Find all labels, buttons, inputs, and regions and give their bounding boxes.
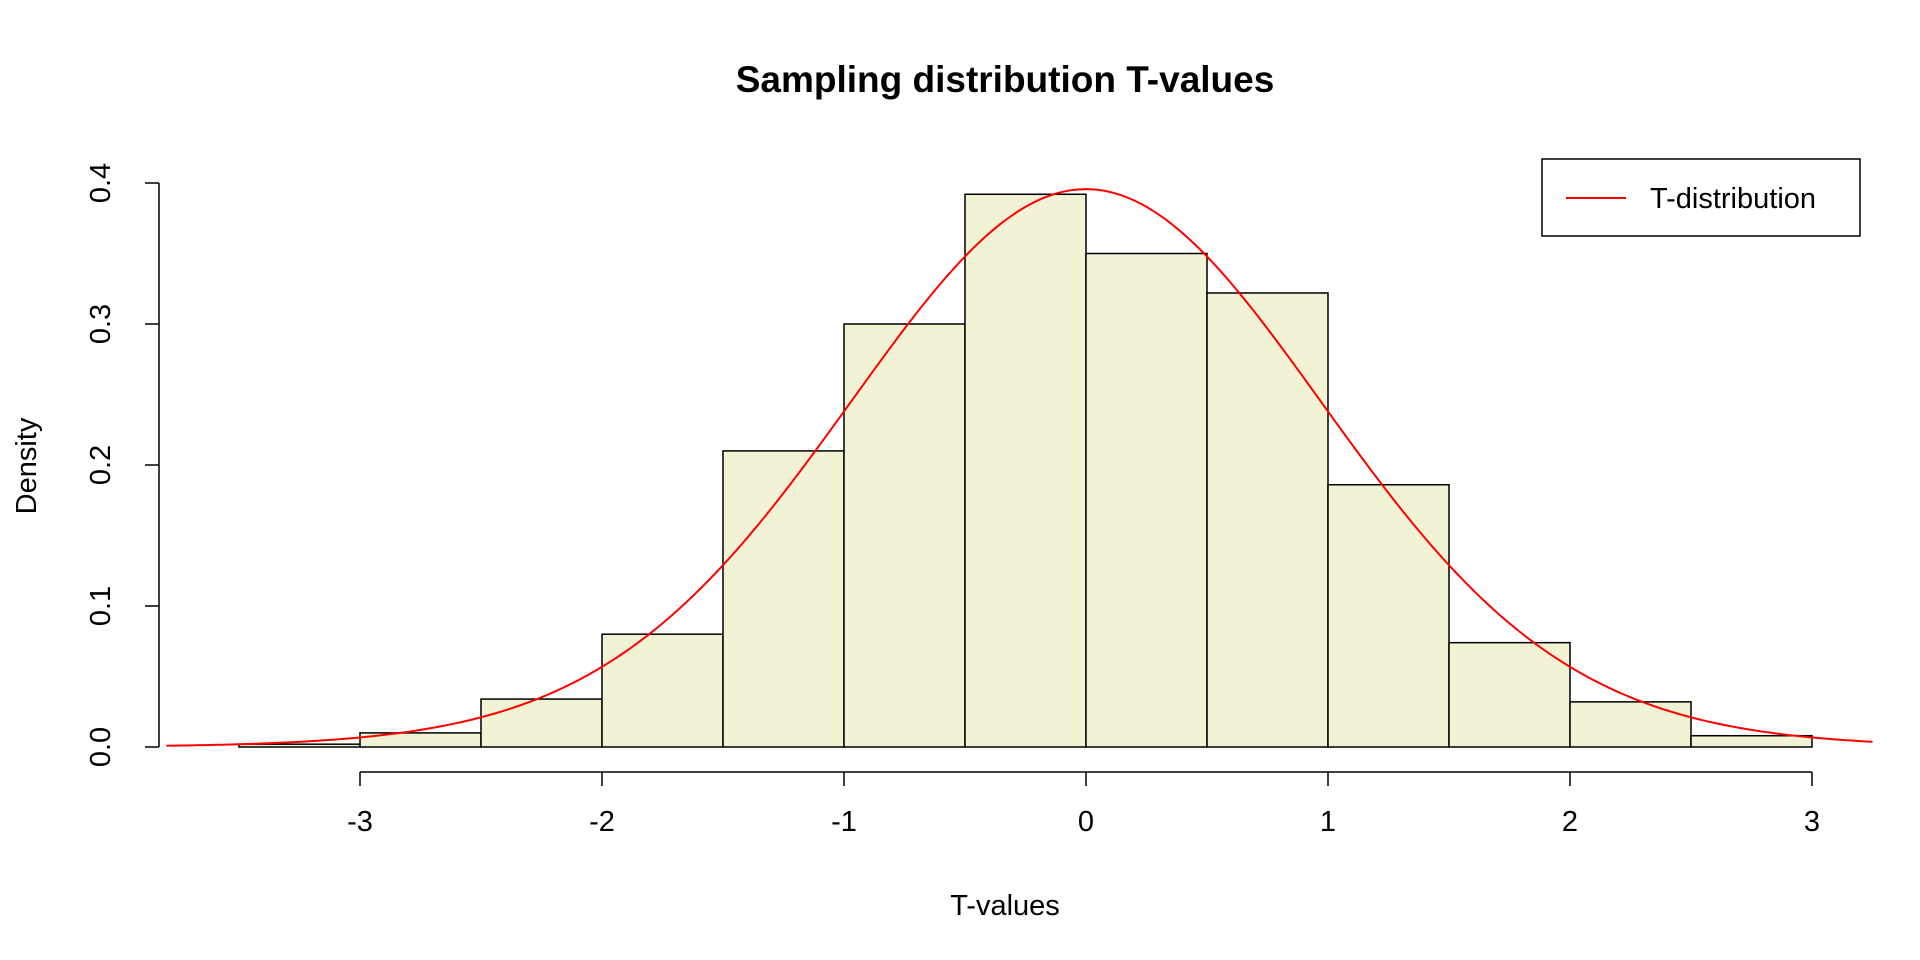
legend: T-distribution	[1541, 158, 1861, 237]
histogram-bar	[1206, 292, 1329, 748]
x-tick-label: -3	[347, 806, 373, 838]
histogram-bar	[843, 323, 966, 748]
histogram-bar	[480, 698, 603, 748]
x-axis: -3 -2 -1 0 1 2 3	[347, 771, 1820, 838]
chart-title: Sampling distribution T-values	[736, 59, 1275, 100]
legend-label-t-distribution: T-distribution	[1650, 183, 1816, 215]
y-tick-label: 0.2	[85, 445, 117, 485]
y-tick-label: 0.4	[85, 163, 117, 203]
histogram-bar	[1448, 641, 1571, 748]
histogram-bar	[1327, 483, 1450, 748]
y-axis: 0.0 0.1 0.2 0.3 0.4	[85, 163, 160, 767]
x-tick-label: -2	[589, 806, 615, 838]
y-tick-label: 0.3	[85, 304, 117, 344]
histogram-bars	[238, 193, 1813, 748]
histogram-bar	[722, 450, 845, 748]
x-tick-label: 3	[1804, 806, 1820, 838]
x-tick-label: 2	[1562, 806, 1578, 838]
x-tick-label: -1	[831, 806, 857, 838]
histogram-bar	[964, 193, 1087, 748]
t-distribution-curve	[166, 188, 1873, 747]
y-tick-label: 0.1	[85, 586, 117, 626]
x-axis-label: T-values	[950, 890, 1060, 922]
histogram-bar	[1690, 734, 1813, 748]
histogram-bar	[1085, 252, 1208, 748]
histogram-bar	[601, 633, 724, 748]
y-axis-label: Density	[11, 417, 43, 514]
histogram-bar	[1569, 701, 1692, 748]
x-tick-label: 0	[1078, 806, 1094, 838]
y-tick-label: 0.0	[85, 727, 117, 767]
x-tick-label: 1	[1320, 806, 1336, 838]
